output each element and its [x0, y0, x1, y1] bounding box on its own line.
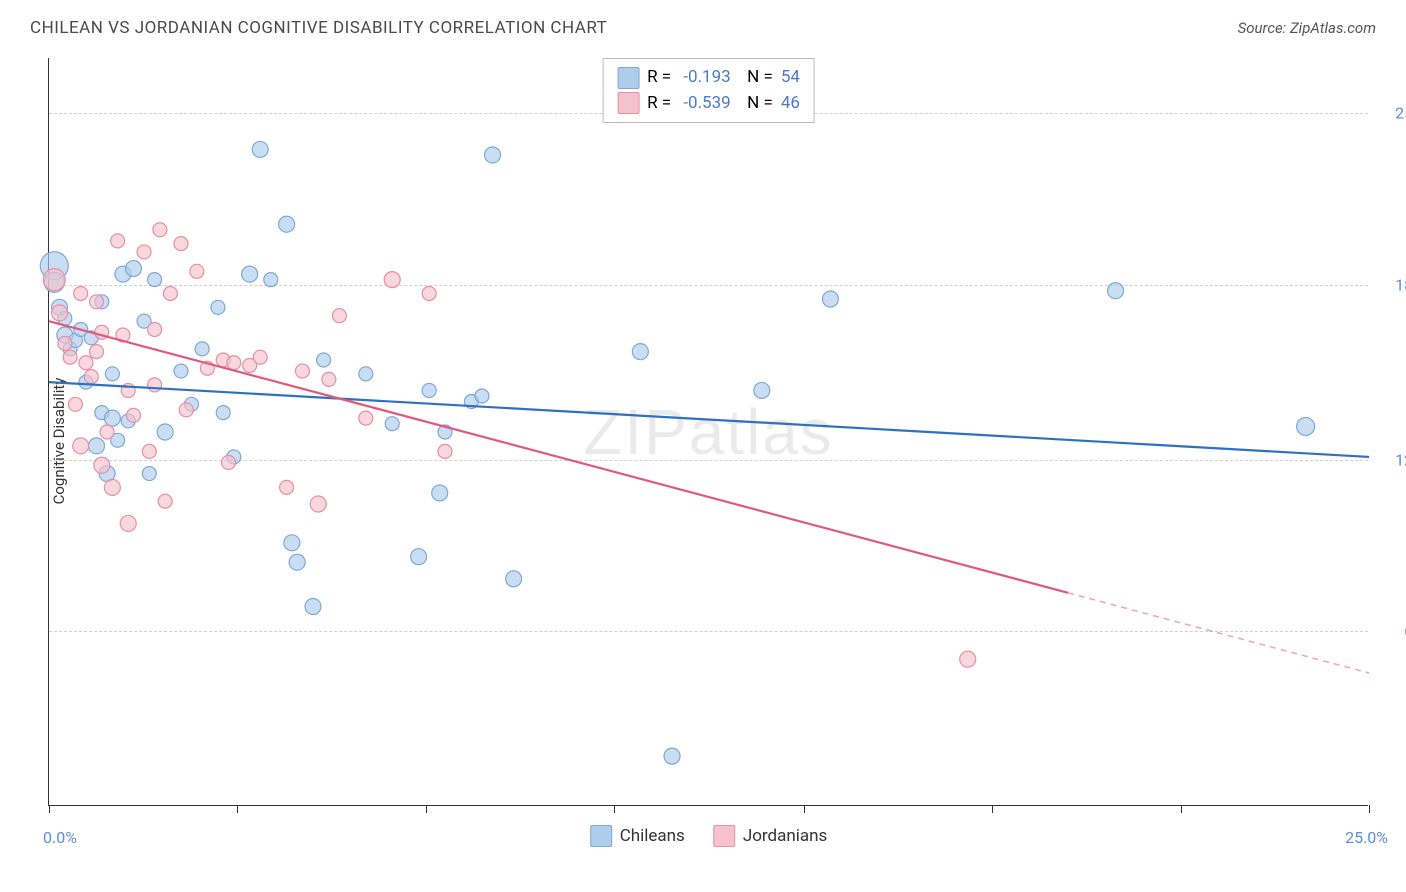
jordanians-swatch-icon: [617, 92, 639, 114]
x-tick: [237, 805, 238, 813]
r-value-jordanians: -0.539: [683, 91, 730, 117]
x-tick: [1181, 805, 1182, 813]
legend-row-chileans: R = -0.193 N = 54: [617, 65, 800, 91]
r-value-chileans: -0.193: [683, 65, 730, 91]
correlation-legend: R = -0.193 N = 54 R = -0.539 N = 46: [602, 58, 815, 123]
x-tick: [614, 805, 615, 813]
chileans-swatch-icon: [590, 825, 612, 847]
legend-item-chileans: Chileans: [590, 825, 685, 847]
n-value-chileans: 54: [781, 65, 800, 91]
y-tick-label: 25.0%: [1378, 104, 1406, 123]
scatter-plot-svg: [49, 58, 1368, 805]
series-legend: Chileans Jordanians: [590, 825, 828, 847]
x-tick: [992, 805, 993, 813]
y-tick-label: 18.8%: [1378, 276, 1406, 295]
legend-label-jordanians: Jordanians: [743, 826, 827, 846]
jordanians-swatch-icon: [713, 825, 735, 847]
legend-row-jordanians: R = -0.539 N = 46: [617, 91, 800, 117]
chileans-swatch-icon: [617, 67, 639, 89]
source-attribution: Source: ZipAtlas.com: [1238, 19, 1376, 37]
y-tick-label: 12.5%: [1378, 450, 1406, 469]
x-axis-min-label: 0.0%: [43, 828, 77, 847]
x-tick: [1369, 805, 1370, 813]
x-axis-max-label: 25.0%: [1345, 828, 1388, 847]
legend-item-jordanians: Jordanians: [713, 825, 827, 847]
x-tick: [49, 805, 50, 813]
x-tick: [426, 805, 427, 813]
x-tick: [804, 805, 805, 813]
y-tick-label: 6.3%: [1378, 622, 1406, 641]
legend-label-chileans: Chileans: [620, 826, 685, 846]
n-value-jordanians: 46: [781, 91, 800, 117]
chart-plot-area: Cognitive Disability ZIPatlas 6.3%12.5%1…: [48, 58, 1368, 806]
chart-title: CHILEAN VS JORDANIAN COGNITIVE DISABILIT…: [30, 18, 607, 38]
